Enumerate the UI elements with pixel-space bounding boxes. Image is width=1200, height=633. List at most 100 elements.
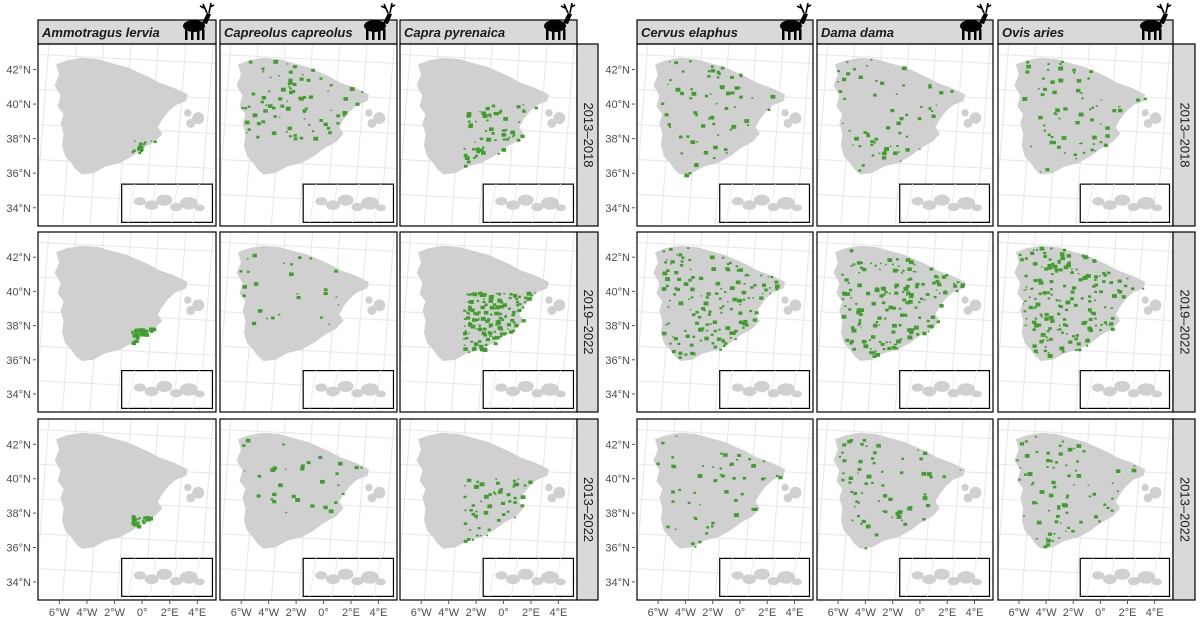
range-cell <box>493 330 496 333</box>
range-cell <box>1076 444 1082 448</box>
range-cell <box>1046 459 1050 463</box>
range-cell <box>709 323 712 325</box>
range-cell <box>674 61 678 65</box>
range-cell <box>1037 278 1042 282</box>
range-cell <box>918 301 921 304</box>
range-cell <box>934 275 938 279</box>
range-cell <box>743 320 748 324</box>
range-cell <box>1089 311 1092 314</box>
range-cell <box>742 298 746 301</box>
range-cell <box>1094 275 1099 279</box>
range-cell <box>143 516 148 520</box>
range-cell <box>1115 469 1121 473</box>
range-cell <box>330 109 332 112</box>
range-cell <box>1052 485 1057 489</box>
range-cell <box>488 493 492 496</box>
range-cell <box>841 478 845 482</box>
ibex-icon <box>544 2 576 40</box>
range-cell <box>500 305 505 309</box>
range-cell <box>944 290 947 292</box>
canary-island <box>947 389 960 398</box>
iberia-landmass <box>653 57 786 175</box>
balearic-island <box>781 109 789 117</box>
canary-island <box>351 389 364 398</box>
range-cell <box>474 141 476 143</box>
range-cell <box>721 256 725 259</box>
range-cell <box>688 258 692 262</box>
range-cell <box>1034 298 1037 300</box>
icon-neck <box>383 13 392 24</box>
range-cell <box>706 292 711 296</box>
range-cell <box>664 113 669 117</box>
range-cell <box>869 351 873 355</box>
canary-island <box>731 197 744 206</box>
range-cell <box>698 276 704 281</box>
canary-island <box>555 390 566 398</box>
period-label: 2013–2022 <box>581 477 596 542</box>
range-cell <box>1034 435 1037 438</box>
range-cell <box>483 310 489 315</box>
range-cell <box>262 70 265 73</box>
range-cell <box>1049 140 1054 145</box>
range-cell <box>894 283 900 288</box>
panel-border <box>816 418 994 601</box>
range-cell <box>906 291 911 295</box>
range-cell <box>895 93 898 95</box>
range-cell <box>1051 539 1054 542</box>
range-cell <box>888 497 893 501</box>
range-cell <box>1107 271 1111 275</box>
lon-tick-label: 4°W <box>76 607 98 619</box>
range-cell <box>491 104 496 108</box>
range-cell <box>858 319 862 322</box>
map-panel <box>400 419 577 600</box>
balearic-island <box>783 118 793 128</box>
range-cell <box>898 323 902 327</box>
range-cell <box>853 492 858 495</box>
range-cell <box>1094 278 1097 281</box>
range-cell <box>698 540 702 544</box>
range-cell <box>467 351 470 353</box>
map-panel <box>220 232 397 412</box>
lat-tick-label: 42°N <box>605 439 630 451</box>
range-cell <box>896 121 901 126</box>
range-cell <box>857 501 860 504</box>
range-cell <box>313 136 319 141</box>
range-cell <box>494 307 497 310</box>
graticule-line <box>220 44 232 193</box>
range-cell <box>505 332 508 335</box>
range-cell <box>288 78 293 83</box>
range-cell <box>1066 254 1071 258</box>
range-cell <box>878 340 882 343</box>
range-cell <box>711 342 715 345</box>
range-cell <box>1074 337 1078 341</box>
canary-island <box>194 204 205 212</box>
map-panel <box>38 419 216 600</box>
range-cell <box>842 459 847 463</box>
balearic-island <box>553 486 566 499</box>
inset-grid-line <box>127 184 136 223</box>
range-cell <box>487 504 493 509</box>
range-cell <box>481 293 487 297</box>
range-cell <box>308 123 311 126</box>
range-cell <box>845 292 851 296</box>
lat-tick-label: 36°N <box>605 355 630 367</box>
range-cell <box>349 87 355 91</box>
range-cell <box>930 315 936 319</box>
canary-island <box>922 386 937 397</box>
canary-island <box>337 380 354 393</box>
range-cell <box>729 336 732 339</box>
range-cell <box>713 329 717 333</box>
range-cell <box>689 60 692 63</box>
range-cell <box>724 490 729 494</box>
graticule-line <box>38 428 216 439</box>
range-cell <box>709 93 712 95</box>
range-cell <box>134 339 139 344</box>
range-cell <box>1094 515 1098 519</box>
range-cell <box>671 464 676 468</box>
iberia-landmass <box>653 432 786 549</box>
range-cell <box>466 112 472 116</box>
range-cell <box>776 474 779 477</box>
range-cell <box>675 87 681 92</box>
range-cell <box>918 148 921 150</box>
